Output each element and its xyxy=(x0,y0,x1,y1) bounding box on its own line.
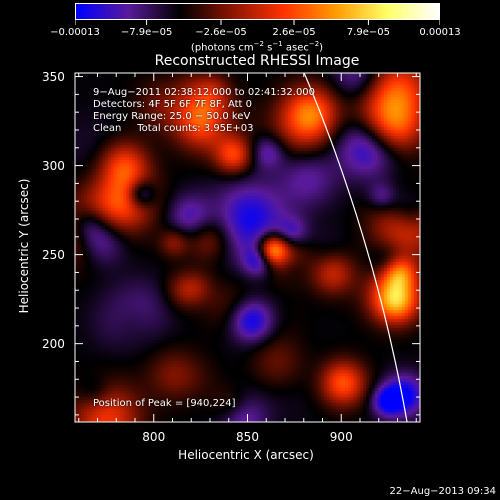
energy-range-label: Energy Range: 25.0 − 50.0 keV xyxy=(93,111,251,122)
solar-limb-line xyxy=(303,73,408,422)
x-axis-label: Heliocentric X (arcsec) xyxy=(178,448,314,462)
time-range-label: 9−Aug−2011 02:38:12.000 to 02:41:32.000 xyxy=(93,87,316,98)
chart-title: Reconstructed RHESSI Image xyxy=(154,53,360,69)
x-tick-label: 850 xyxy=(236,430,259,444)
detectors-label: Detectors: 4F 5F 6F 7F 8F, Att 0 xyxy=(93,99,253,110)
colorbar-tick-label: 0.00013 xyxy=(419,27,461,38)
y-axis-label: Heliocentric Y (arcsec) xyxy=(17,178,31,314)
x-tick-label: 800 xyxy=(142,430,166,444)
clean-counts-label: Clean Total counts: 3.95E+03 xyxy=(93,123,254,134)
footer-date: 22−Aug−2013 09:34 xyxy=(389,486,496,497)
peak-position-label: Position of Peak = [940,224] xyxy=(93,398,236,409)
colorbar-units: (photons cm−2 s−1 asec−2) xyxy=(190,40,324,54)
x-tick-label: 900 xyxy=(329,430,353,444)
y-tick-label: 300 xyxy=(42,158,65,173)
colorbar-tick-label: −7.9e−05 xyxy=(120,27,173,38)
y-tick-label: 350 xyxy=(42,69,65,84)
y-tick-label: 200 xyxy=(42,336,65,351)
colorbar-tick-label: −2.6e−05 xyxy=(195,27,247,38)
colorbar-tick-label: 2.6e−05 xyxy=(272,27,316,38)
colorbar-tick-label: 7.9e−05 xyxy=(346,27,390,38)
colorbar-ticks xyxy=(75,20,440,25)
colorbar-gradient xyxy=(75,3,440,20)
colorbar-tick-label: −0.00013 xyxy=(50,27,100,38)
y-tick-label: 250 xyxy=(42,247,65,262)
